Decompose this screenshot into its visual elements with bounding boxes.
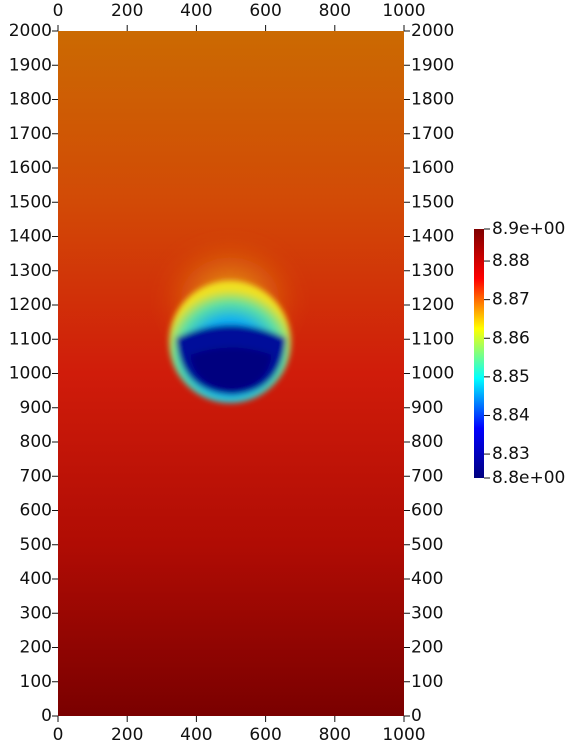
- y-tick-label-right: 2000: [411, 21, 454, 41]
- y-tick-label-left: 1400: [9, 227, 52, 247]
- y-tick-label-left: 1900: [9, 55, 52, 75]
- colorbar-tick-label: 8.85: [492, 367, 530, 387]
- y-tick-label-right: 1400: [411, 227, 454, 247]
- x-tick-label-top: 800: [319, 1, 351, 21]
- y-tick-label-right: 100: [411, 672, 443, 692]
- x-tick-label-top: 0: [53, 1, 64, 21]
- colorbar-tick-label: 8.88: [492, 251, 530, 271]
- y-tick-label-left: 100: [20, 672, 52, 692]
- y-tick-label-left: 1000: [9, 364, 52, 384]
- y-tick-label-right: 1000: [411, 364, 454, 384]
- x-tick-label-top: 200: [111, 1, 143, 21]
- y-tick-label-right: 400: [411, 569, 443, 589]
- y-tick-label-right: 600: [411, 501, 443, 521]
- y-tick-label-right: 1600: [411, 158, 454, 178]
- colorbar-tick-label: 8.84: [492, 405, 530, 425]
- y-tick-label-left: 300: [20, 603, 52, 623]
- colorbar-tick-label: 8.8e+00: [492, 468, 565, 488]
- y-tick-label-left: 800: [20, 432, 52, 452]
- x-tick-label-bottom: 600: [249, 725, 281, 745]
- y-tick-label-right: 800: [411, 432, 443, 452]
- y-tick-label-left: 1800: [9, 90, 52, 110]
- y-tick-label-right: 1900: [411, 55, 454, 75]
- y-tick-label-right: 900: [411, 398, 443, 418]
- y-tick-label-left: 400: [20, 569, 52, 589]
- y-tick-label-right: 0: [411, 706, 422, 726]
- y-tick-label-left: 500: [20, 535, 52, 555]
- colorbar: [474, 229, 484, 478]
- y-tick-label-left: 200: [20, 638, 52, 658]
- y-tick-label-right: 1300: [411, 261, 454, 281]
- x-tick-label-top: 1000: [382, 1, 425, 21]
- y-tick-label-right: 1800: [411, 90, 454, 110]
- colorbar-tick-label: 8.9e+00: [492, 219, 565, 239]
- y-tick-label-right: 1700: [411, 124, 454, 144]
- field: [58, 31, 404, 716]
- y-tick-label-left: 1100: [9, 329, 52, 349]
- x-tick-label-bottom: 800: [319, 725, 351, 745]
- y-tick-label-left: 1500: [9, 192, 52, 212]
- y-tick-label-right: 1100: [411, 329, 454, 349]
- y-tick-label-right: 1500: [411, 192, 454, 212]
- y-tick-label-left: 1700: [9, 124, 52, 144]
- y-tick-label-left: 2000: [9, 21, 52, 41]
- colorbar-tick-label: 8.87: [492, 290, 530, 310]
- bubble-core-dark: [190, 347, 272, 390]
- colorbar-tick-label: 8.86: [492, 328, 530, 348]
- x-tick-label-bottom: 0: [53, 725, 64, 745]
- y-tick-label-left: 900: [20, 398, 52, 418]
- colorbar-tick-label: 8.83: [492, 444, 530, 464]
- x-tick-label-top: 600: [249, 1, 281, 21]
- x-tick-label-top: 400: [180, 1, 212, 21]
- y-tick-label-right: 500: [411, 535, 443, 555]
- x-tick-label-bottom: 200: [111, 725, 143, 745]
- y-tick-label-left: 600: [20, 501, 52, 521]
- y-tick-label-left: 700: [20, 466, 52, 486]
- y-tick-label-right: 300: [411, 603, 443, 623]
- y-tick-label-left: 1600: [9, 158, 52, 178]
- y-tick-label-right: 1200: [411, 295, 454, 315]
- bubble: [169, 281, 291, 403]
- y-tick-label-left: 1300: [9, 261, 52, 281]
- y-tick-label-left: 0: [41, 706, 52, 726]
- y-tick-label-left: 1200: [9, 295, 52, 315]
- x-tick-label-bottom: 1000: [382, 725, 425, 745]
- y-tick-label-right: 700: [411, 466, 443, 486]
- y-tick-label-right: 200: [411, 638, 443, 658]
- x-tick-label-bottom: 400: [180, 725, 212, 745]
